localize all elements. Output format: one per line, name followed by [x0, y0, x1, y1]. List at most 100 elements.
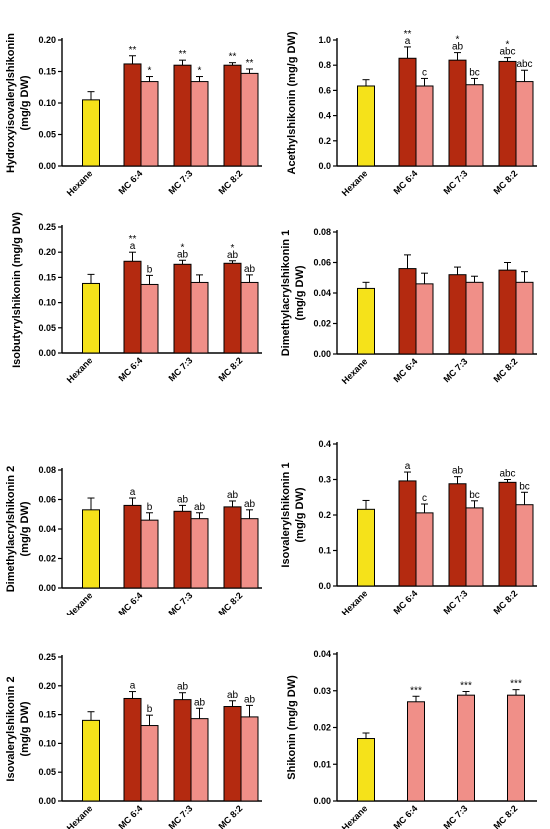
- x-category-label: MC 8:2: [216, 803, 244, 829]
- significance-label: a: [405, 461, 411, 472]
- data-bar: [140, 519, 159, 589]
- data-bar: [498, 60, 517, 167]
- data-bar: [240, 281, 259, 354]
- y-axis-label: Isobutyrylshikonin (mg/g DW): [11, 212, 23, 368]
- y-tick-label: 0.02: [313, 319, 331, 329]
- data-bar: [448, 483, 467, 587]
- significance-label: a: [130, 681, 136, 692]
- significance-label: ab: [227, 690, 239, 701]
- data-bar: [398, 268, 417, 355]
- significance-label: **: [246, 58, 254, 69]
- data-bar: [140, 81, 159, 167]
- y-tick-label: 0.20: [38, 247, 56, 257]
- data-bar: [190, 81, 209, 167]
- y-tick-label: 0.00: [313, 349, 331, 359]
- significance-label: ab: [244, 264, 256, 275]
- data-bar: [357, 738, 375, 802]
- data-bar: [123, 697, 142, 802]
- significance-label: ab: [244, 499, 256, 510]
- significance-label: abc: [499, 47, 515, 58]
- data-bar: [240, 716, 259, 802]
- chart-panel: 0.00 0.01 0.02 0.03 0.04 Shikonin (mg/g DW) He…: [286, 649, 537, 829]
- significance-label: ab: [452, 42, 464, 53]
- data-bar: [465, 84, 484, 167]
- y-axis-label: (mg/g DW): [19, 501, 31, 556]
- data-bar: [140, 725, 159, 802]
- y-tick-label: 0.02: [38, 554, 56, 564]
- x-category-label: Hexane: [340, 803, 370, 829]
- x-category-label: Hexane: [65, 168, 95, 198]
- x-category-label: MC 6:4: [391, 588, 419, 615]
- significance-label: ab: [177, 682, 189, 693]
- data-bar: [223, 506, 242, 589]
- significance-label: c: [422, 67, 427, 78]
- y-tick-label: 0.05: [38, 323, 56, 333]
- significance-label: ab: [244, 694, 256, 705]
- data-bar: [123, 260, 142, 354]
- significance-star: **: [129, 234, 137, 245]
- significance-label: ab: [227, 250, 239, 261]
- y-tick-label: 0.2: [318, 510, 331, 520]
- significance-label: **: [179, 49, 187, 60]
- significance-label: ab: [452, 466, 464, 477]
- significance-label: b: [147, 502, 153, 513]
- y-tick-label: 0.2: [318, 136, 331, 146]
- y-axis-label: (mg/g DW): [294, 487, 306, 542]
- data-bar: [415, 283, 434, 355]
- significance-label: ***: [510, 679, 522, 690]
- significance-label: bc: [469, 490, 480, 501]
- data-bar: [223, 64, 242, 167]
- y-tick-label: 1.0: [318, 35, 331, 45]
- y-axis-label: (mg/g DW): [19, 701, 31, 756]
- x-category-label: MC 6:4: [116, 355, 144, 383]
- y-tick-label: 0.10: [38, 98, 56, 108]
- significance-label: bc: [469, 67, 480, 78]
- significance-star: *: [506, 40, 510, 51]
- chart-panel: 0.0 0.1 0.2 0.3 0.4 Isovalerylshikonin 1 (mg/g…: [280, 439, 537, 615]
- y-axis-label: Isovalerylshikonin 2: [5, 676, 17, 781]
- y-axis-label: Acethylshikonin (mg/g DW): [286, 31, 298, 174]
- y-tick-label: 0.1: [318, 546, 331, 556]
- data-bar: [173, 263, 192, 354]
- significance-star: *: [231, 243, 235, 254]
- y-tick-label: 0.08: [313, 227, 331, 237]
- x-category-label: MC 6:4: [391, 803, 419, 829]
- y-tick-label: 0.00: [38, 796, 56, 806]
- x-category-label: Hexane: [340, 588, 370, 615]
- x-category-label: MC 6:4: [116, 590, 144, 615]
- chart-panel: 0.00 0.02 0.04 0.06 0.08 Dimethylacrylshikoni…: [5, 465, 262, 615]
- significance-label: *: [148, 66, 152, 77]
- y-tick-label: 0.25: [38, 222, 56, 232]
- data-bar: [465, 281, 484, 355]
- significance-label: abc: [499, 469, 515, 480]
- y-tick-label: 0.05: [38, 767, 56, 777]
- chart-panel: 0.00 0.05 0.10 0.15 0.20 0.25 Isovalerylshikon…: [5, 652, 262, 829]
- y-tick-label: 0.04: [313, 288, 331, 298]
- data-bar: [357, 287, 375, 355]
- x-category-label: MC 7:3: [441, 356, 469, 384]
- x-category-label: MC 7:3: [441, 168, 469, 196]
- significance-star: *: [456, 35, 460, 46]
- y-axis-label: Dimethylacrylshikonin 2: [5, 466, 17, 593]
- data-bar: [82, 509, 100, 589]
- significance-label: ***: [410, 685, 422, 696]
- significance-label: *: [198, 66, 202, 77]
- y-tick-label: 0.15: [38, 67, 56, 77]
- data-bar: [123, 63, 142, 167]
- y-tick-label: 0.08: [38, 465, 56, 475]
- x-category-label: MC 8:2: [216, 168, 244, 196]
- x-category-label: MC 8:2: [491, 588, 519, 615]
- x-category-label: MC 7:3: [441, 588, 469, 615]
- chart-panel: 0.00 0.05 0.10 0.15 0.20 0.25 Isobutyrylshikon…: [11, 212, 262, 385]
- data-bar: [357, 508, 375, 587]
- y-tick-label: 0.01: [313, 759, 331, 769]
- data-bar: [398, 480, 417, 587]
- x-category-label: MC 8:2: [216, 590, 244, 615]
- data-bar: [515, 504, 534, 587]
- data-bar: [173, 699, 192, 802]
- x-category-label: MC 8:2: [491, 356, 519, 384]
- y-tick-label: 0.8: [318, 60, 331, 70]
- x-category-label: Hexane: [65, 803, 95, 829]
- x-category-label: MC 6:4: [116, 803, 144, 829]
